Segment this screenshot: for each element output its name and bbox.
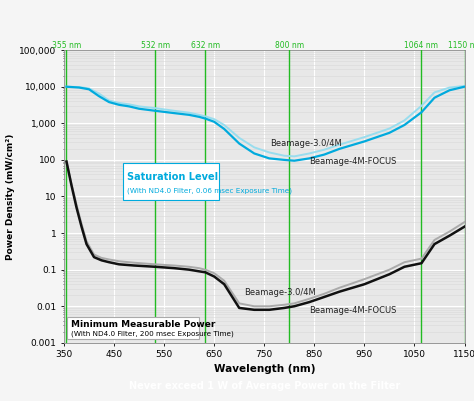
Text: 355 nm: 355 nm bbox=[52, 41, 81, 50]
Text: (With ND4.0 Filter, 200 msec Exposure Time): (With ND4.0 Filter, 200 msec Exposure Ti… bbox=[72, 331, 234, 337]
Text: Saturation Level: Saturation Level bbox=[127, 172, 218, 182]
Text: 1150 nm: 1150 nm bbox=[447, 41, 474, 50]
Text: Minimum Measurable Power: Minimum Measurable Power bbox=[72, 320, 216, 329]
Text: 632 nm: 632 nm bbox=[191, 41, 220, 50]
Bar bbox=[123, 164, 219, 200]
Text: Never exceed 1 W of Average Power on the Filter: Never exceed 1 W of Average Power on the… bbox=[128, 381, 400, 391]
Text: Beamage-4M-FOCUS: Beamage-4M-FOCUS bbox=[310, 306, 397, 315]
Text: 532 nm: 532 nm bbox=[141, 41, 170, 50]
Text: Beamage-3.0/4M: Beamage-3.0/4M bbox=[270, 139, 342, 148]
Text: 1064 nm: 1064 nm bbox=[404, 41, 438, 50]
Text: (With ND4.0 Filter, 0.06 msec Exposure Time): (With ND4.0 Filter, 0.06 msec Exposure T… bbox=[127, 188, 292, 194]
Text: Beamage-4M-FOCUS: Beamage-4M-FOCUS bbox=[310, 158, 397, 166]
X-axis label: Wavelength (nm): Wavelength (nm) bbox=[213, 364, 315, 374]
Text: 800 nm: 800 nm bbox=[275, 41, 304, 50]
Bar bbox=[67, 317, 199, 339]
Y-axis label: Power Density (mW/cm²): Power Density (mW/cm²) bbox=[6, 133, 15, 260]
Text: Beamage-3.0/4M: Beamage-3.0/4M bbox=[244, 288, 316, 297]
